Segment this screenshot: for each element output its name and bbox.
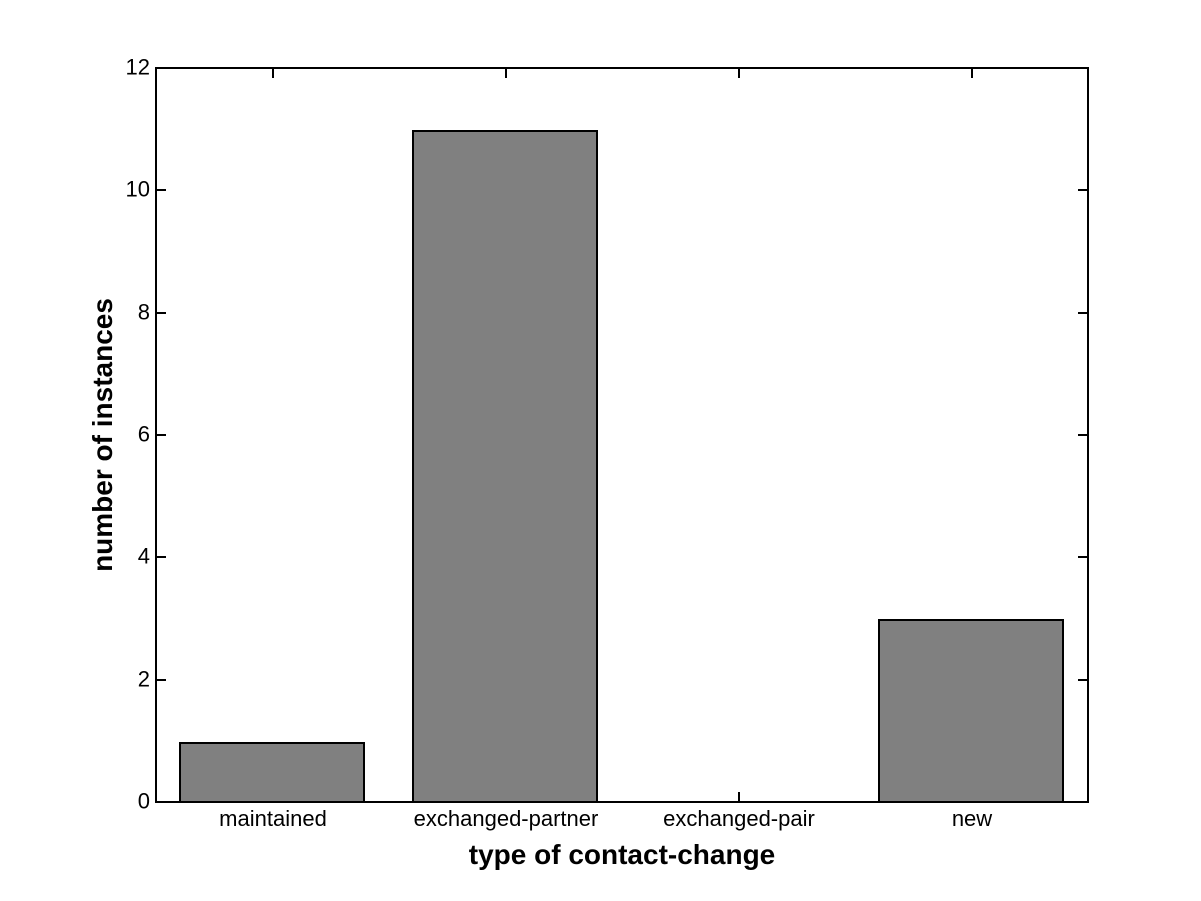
y-tick-label: 2 <box>137 666 150 692</box>
y-tick-left <box>157 801 166 803</box>
y-tick-right <box>1078 679 1087 681</box>
y-tick-label: 6 <box>137 421 150 447</box>
x-tick-top <box>272 69 274 78</box>
x-tick-label: exchanged-partner <box>413 806 599 831</box>
x-tick-label: maintained <box>219 806 327 831</box>
y-axis-label: number of instances <box>87 298 118 572</box>
y-tick-right <box>1078 312 1087 314</box>
x-tick-top <box>971 69 973 78</box>
y-tick-right <box>1078 434 1087 436</box>
y-tick-left <box>157 189 166 191</box>
bar-new <box>878 619 1064 803</box>
y-tick-label: 10 <box>125 176 150 202</box>
bar-maintained <box>179 742 365 803</box>
y-tick-left <box>157 556 166 558</box>
x-tick-bottom <box>738 792 740 801</box>
y-tick-right <box>1078 556 1087 558</box>
y-tick-label: 4 <box>137 543 150 569</box>
y-tick-label: 0 <box>137 788 150 814</box>
y-tick-left <box>157 67 166 69</box>
plot-area <box>155 67 1089 803</box>
x-tick-top <box>505 69 507 78</box>
y-tick-label: 12 <box>125 54 150 80</box>
y-tick-label: 8 <box>137 299 150 325</box>
x-tick-top <box>738 69 740 78</box>
y-tick-right <box>1078 189 1087 191</box>
x-axis-label: type of contact-change <box>468 839 776 870</box>
y-tick-left <box>157 312 166 314</box>
y-tick-left <box>157 434 166 436</box>
y-tick-right <box>1078 67 1087 69</box>
y-tick-right <box>1078 801 1087 803</box>
x-tick-label: new <box>951 806 993 831</box>
y-tick-left <box>157 679 166 681</box>
x-tick-label: exchanged-pair <box>663 806 815 831</box>
bar-exchanged-partner <box>412 130 598 803</box>
